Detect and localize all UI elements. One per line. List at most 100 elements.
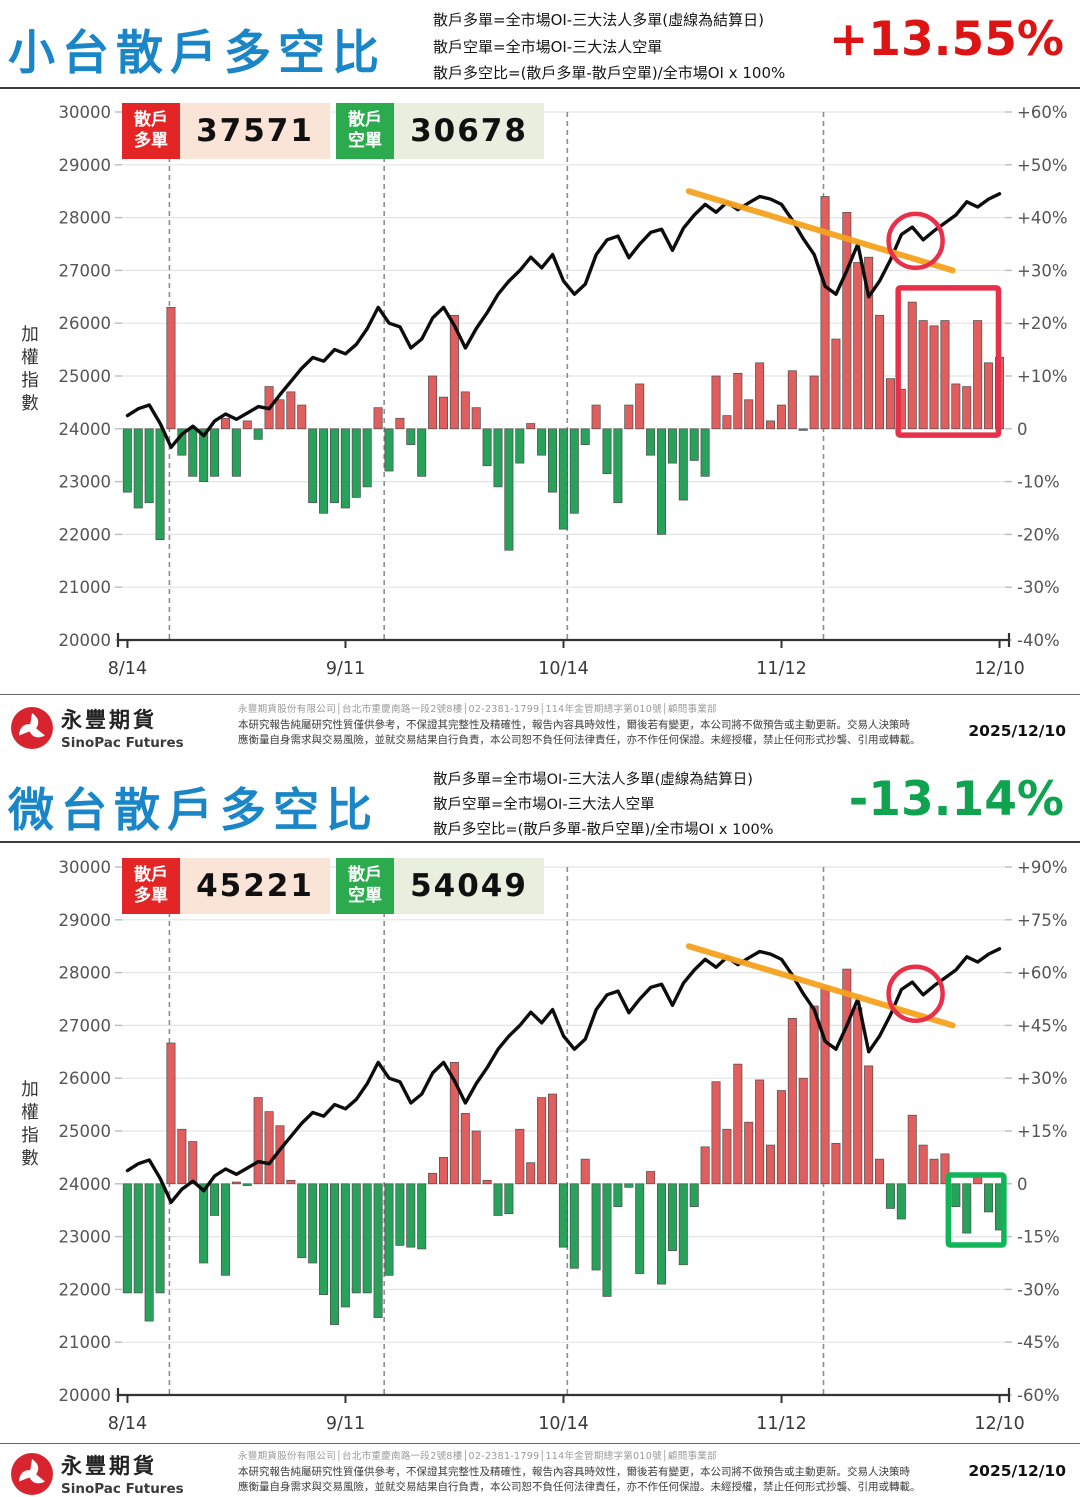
short-ratio-bar [504,1183,514,1215]
long-ratio-bar [973,1176,983,1185]
long-ratio-bar [482,1179,492,1185]
long-ratio-bar [537,1097,547,1185]
short-ratio-bar [657,428,667,535]
y-left-tick-label: 24000 [59,1175,112,1194]
long-ratio-bar [722,1128,732,1185]
x-tick-label: 12/10 [974,1414,1024,1434]
weighted-index-line [125,192,1002,449]
headline-percentage: -13.14% [848,772,1064,827]
long-ratio-bar [220,417,230,430]
formula-line: 散戶多空比=(散戶多單-散戶空單)/全市場OI x 100% [433,64,786,82]
long-ratio-bar [286,1179,296,1185]
disclaimer-text: 本研究報告純屬研究性質僅供參考，不保證其完整性及精確性，報告內容具時效性，爾後若… [238,719,921,746]
y-left-tick-label: 28000 [59,209,112,228]
short-ratio-bar [155,1183,165,1294]
y-right-tick-label: -40% [1017,631,1060,650]
long-ratio-bar [428,375,438,430]
downtrend-annotation-line [685,188,956,274]
short-ratio-bar [329,1183,339,1325]
header-micro-taiex: 微台散戶多空比 散戶多單=全市場OI-三大法人多單(虛線為結算日) 散戶空單=全… [0,766,1080,841]
short-ratio-bar [657,1183,667,1285]
y-left-tick-label: 20000 [59,631,112,650]
long-ratio-bar [776,1090,786,1185]
x-tick-label: 8/14 [108,659,147,679]
y-left-tick-label: 26000 [59,1069,112,1088]
long-ratio-bar [471,407,481,430]
highlight-annotation-box [895,285,1002,438]
short-ratio-bar [613,1183,623,1208]
formula-line: 散戶多單=全市場OI-三大法人多單(虛線為結算日) [433,11,764,29]
short-ratio-bar [984,1183,994,1213]
y-right-tick-label: -15% [1017,1228,1060,1247]
report-date: 2025/12/10 [968,722,1066,740]
y-right-tick-label: +60% [1017,964,1068,983]
long-ratio-bar [875,314,885,430]
short-ratio-bar [308,428,318,504]
y-left-tick-label: 27000 [59,261,112,280]
short-ratio-bar [406,1183,416,1248]
short-ratio-bar [188,428,198,477]
long-ratio-bar [776,404,786,430]
short-ratio-bar [340,1183,350,1308]
y-axis-title: 加權指數 [21,1080,39,1169]
short-ratio-bar [689,428,699,461]
retail-long-value: 45221 [180,858,330,914]
long-ratio-bar [580,1158,590,1185]
long-ratio-bar [722,415,732,430]
short-ratio-bar [885,1183,895,1209]
retail-long-value: 37571 [180,103,330,159]
formula-line: 散戶空單=全市場OI-三大法人空單 [433,797,655,813]
y-left-tick-label: 25000 [59,367,112,386]
chart-canvas: 30000 +60% 29000 +50% 28000 +40% 27000 +30% 2600… [21,103,1068,679]
short-ratio-bar [362,428,372,488]
short-ratio-bar [144,428,154,504]
short-ratio-bar [504,428,514,551]
short-ratio-bar [122,1183,132,1294]
long-ratio-bar [526,423,536,430]
short-ratio-bar [493,428,503,488]
long-ratio-bar [809,375,819,430]
long-ratio-bar [395,417,405,430]
chart-canvas: 30000 +90% 29000 +75% 28000 +60% 27000 +45% 2600… [21,858,1068,1434]
long-ratio-bar [711,1081,721,1185]
short-ratio-bar [133,1183,143,1294]
short-ratio-bar [951,1183,961,1208]
long-ratio-bar [177,1128,187,1185]
y-left-tick-label: 21000 [59,578,112,597]
y-right-tick-label: +30% [1017,261,1068,280]
short-ratio-bar [220,1183,230,1276]
y-left-tick-label: 29000 [59,911,112,930]
y-right-tick-label: -60% [1017,1386,1060,1405]
short-ratio-bar [395,1183,405,1246]
y-left-tick-label: 22000 [59,1280,112,1299]
short-ratio-bar [351,428,361,498]
x-tick-label: 9/11 [326,659,365,679]
short-ratio-bar [417,1183,427,1250]
sinopac-logo-icon [11,1452,53,1495]
long-ratio-bar [907,301,917,430]
short-ratio-bar [613,428,623,504]
short-ratio-bar [515,428,525,464]
chart-legend: 散戶 多單 37571 散戶 空單 30678 [122,103,544,159]
long-ratio-bar [166,307,176,430]
long-ratio-bar [591,404,601,430]
long-ratio-bar [733,1063,743,1185]
short-ratio-bar [362,1183,372,1294]
brand-block: 永豐期貨 SinoPac Futures [10,704,184,751]
long-ratio-bar [984,362,994,430]
short-ratio-bar [308,1183,318,1264]
y-right-tick-label: +50% [1017,156,1068,175]
long-ratio-bar [711,375,721,430]
long-ratio-bar [449,1062,459,1185]
long-ratio-bar [918,320,928,430]
short-ratio-bar [199,428,209,482]
long-ratio-bar [624,404,634,430]
y-right-tick-label: +10% [1017,367,1068,386]
short-ratio-bar [319,428,329,514]
short-ratio-bar [678,428,688,501]
footer-sinopac: 永豐期貨 SinoPac Futures 永豐期貨股份有限公司│台北市重慶南路一… [0,1446,1080,1497]
retail-short-tag: 散戶 空單 [336,103,394,159]
y-right-tick-label: -30% [1017,578,1060,597]
short-ratio-bar [798,428,808,431]
